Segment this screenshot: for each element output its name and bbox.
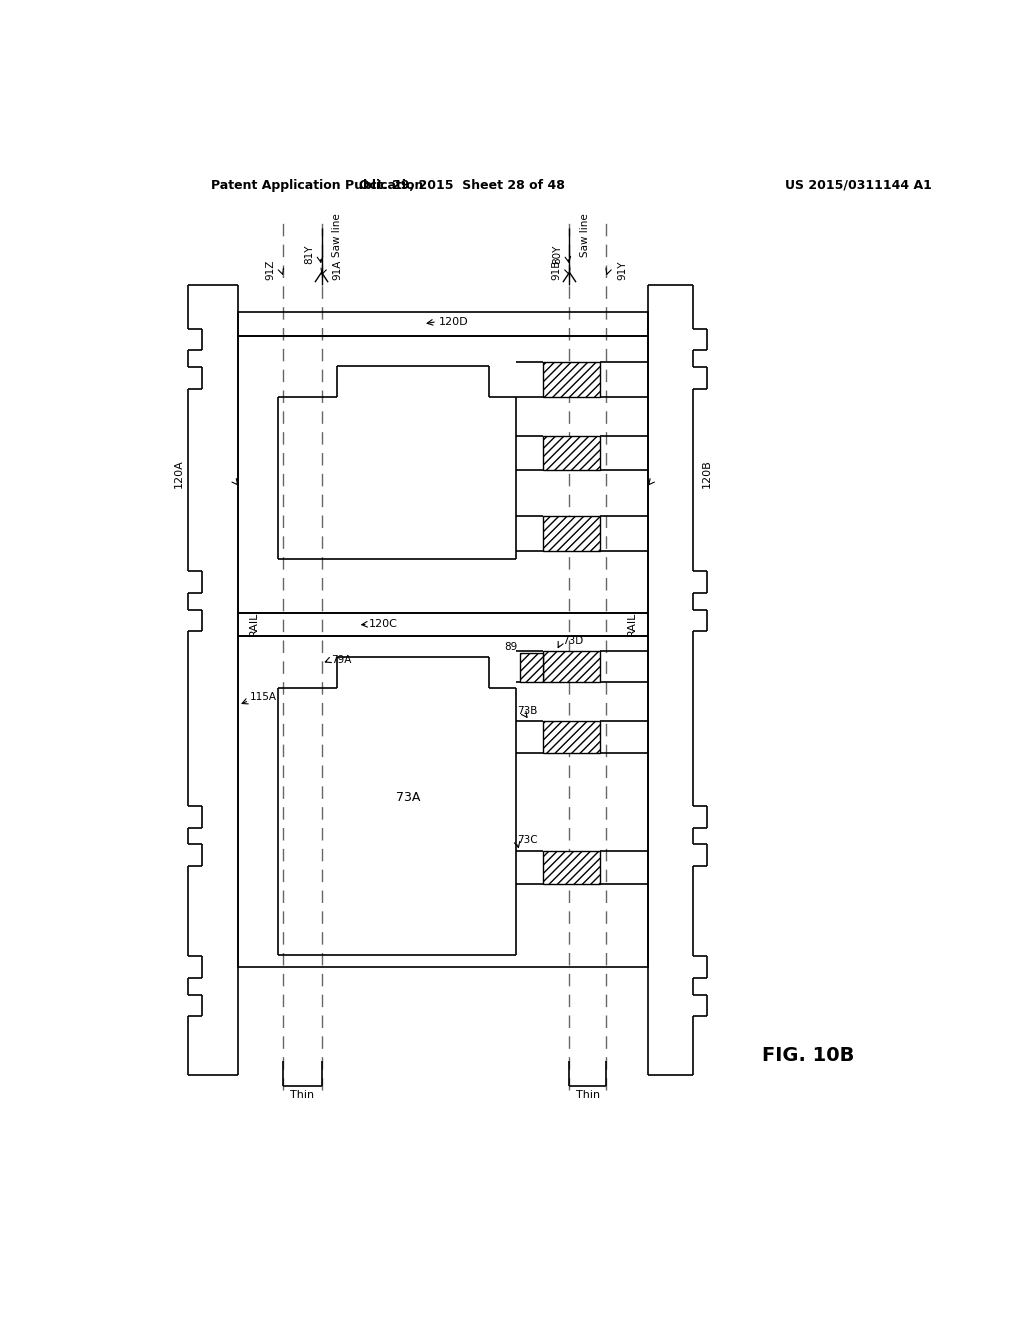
Text: 73D: 73D <box>562 636 583 647</box>
Bar <box>239 612 648 636</box>
Bar <box>520 653 544 682</box>
Bar <box>239 313 648 335</box>
Text: Saw line: Saw line <box>333 214 342 257</box>
Bar <box>543 436 600 470</box>
Text: RAIL: RAIL <box>249 612 259 636</box>
Text: 120A: 120A <box>174 459 184 488</box>
Text: Thin: Thin <box>575 1090 600 1101</box>
Text: US 2015/0311144 A1: US 2015/0311144 A1 <box>785 178 932 191</box>
Bar <box>543 651 600 682</box>
Bar <box>543 721 600 752</box>
Text: 115A: 115A <box>250 693 276 702</box>
Text: 120D: 120D <box>438 317 468 326</box>
Bar <box>543 851 600 884</box>
Text: 91Y: 91Y <box>617 260 627 280</box>
Text: 89: 89 <box>504 643 517 652</box>
Text: 81Y: 81Y <box>304 246 313 264</box>
Text: Patent Application Publication: Patent Application Publication <box>211 178 424 191</box>
Text: Oct. 29, 2015  Sheet 28 of 48: Oct. 29, 2015 Sheet 28 of 48 <box>358 178 564 191</box>
Text: 79A: 79A <box>331 656 351 665</box>
Text: FIG. 10B: FIG. 10B <box>762 1045 854 1065</box>
Text: RAIL: RAIL <box>628 612 637 636</box>
Text: 73C: 73C <box>517 834 538 845</box>
Bar <box>239 335 648 612</box>
Bar <box>239 636 648 966</box>
Text: 73B: 73B <box>517 706 538 717</box>
Text: Thin: Thin <box>290 1090 314 1101</box>
Bar <box>543 516 600 552</box>
Text: 73A: 73A <box>395 791 420 804</box>
Text: 80Y: 80Y <box>552 246 562 264</box>
Text: 91Z: 91Z <box>265 260 275 280</box>
Text: 91A: 91A <box>333 260 342 280</box>
Text: Saw line: Saw line <box>581 214 590 257</box>
Bar <box>543 363 600 397</box>
Text: 120B: 120B <box>701 459 712 488</box>
Text: 91B: 91B <box>552 260 562 280</box>
Text: 120C: 120C <box>370 619 398 630</box>
